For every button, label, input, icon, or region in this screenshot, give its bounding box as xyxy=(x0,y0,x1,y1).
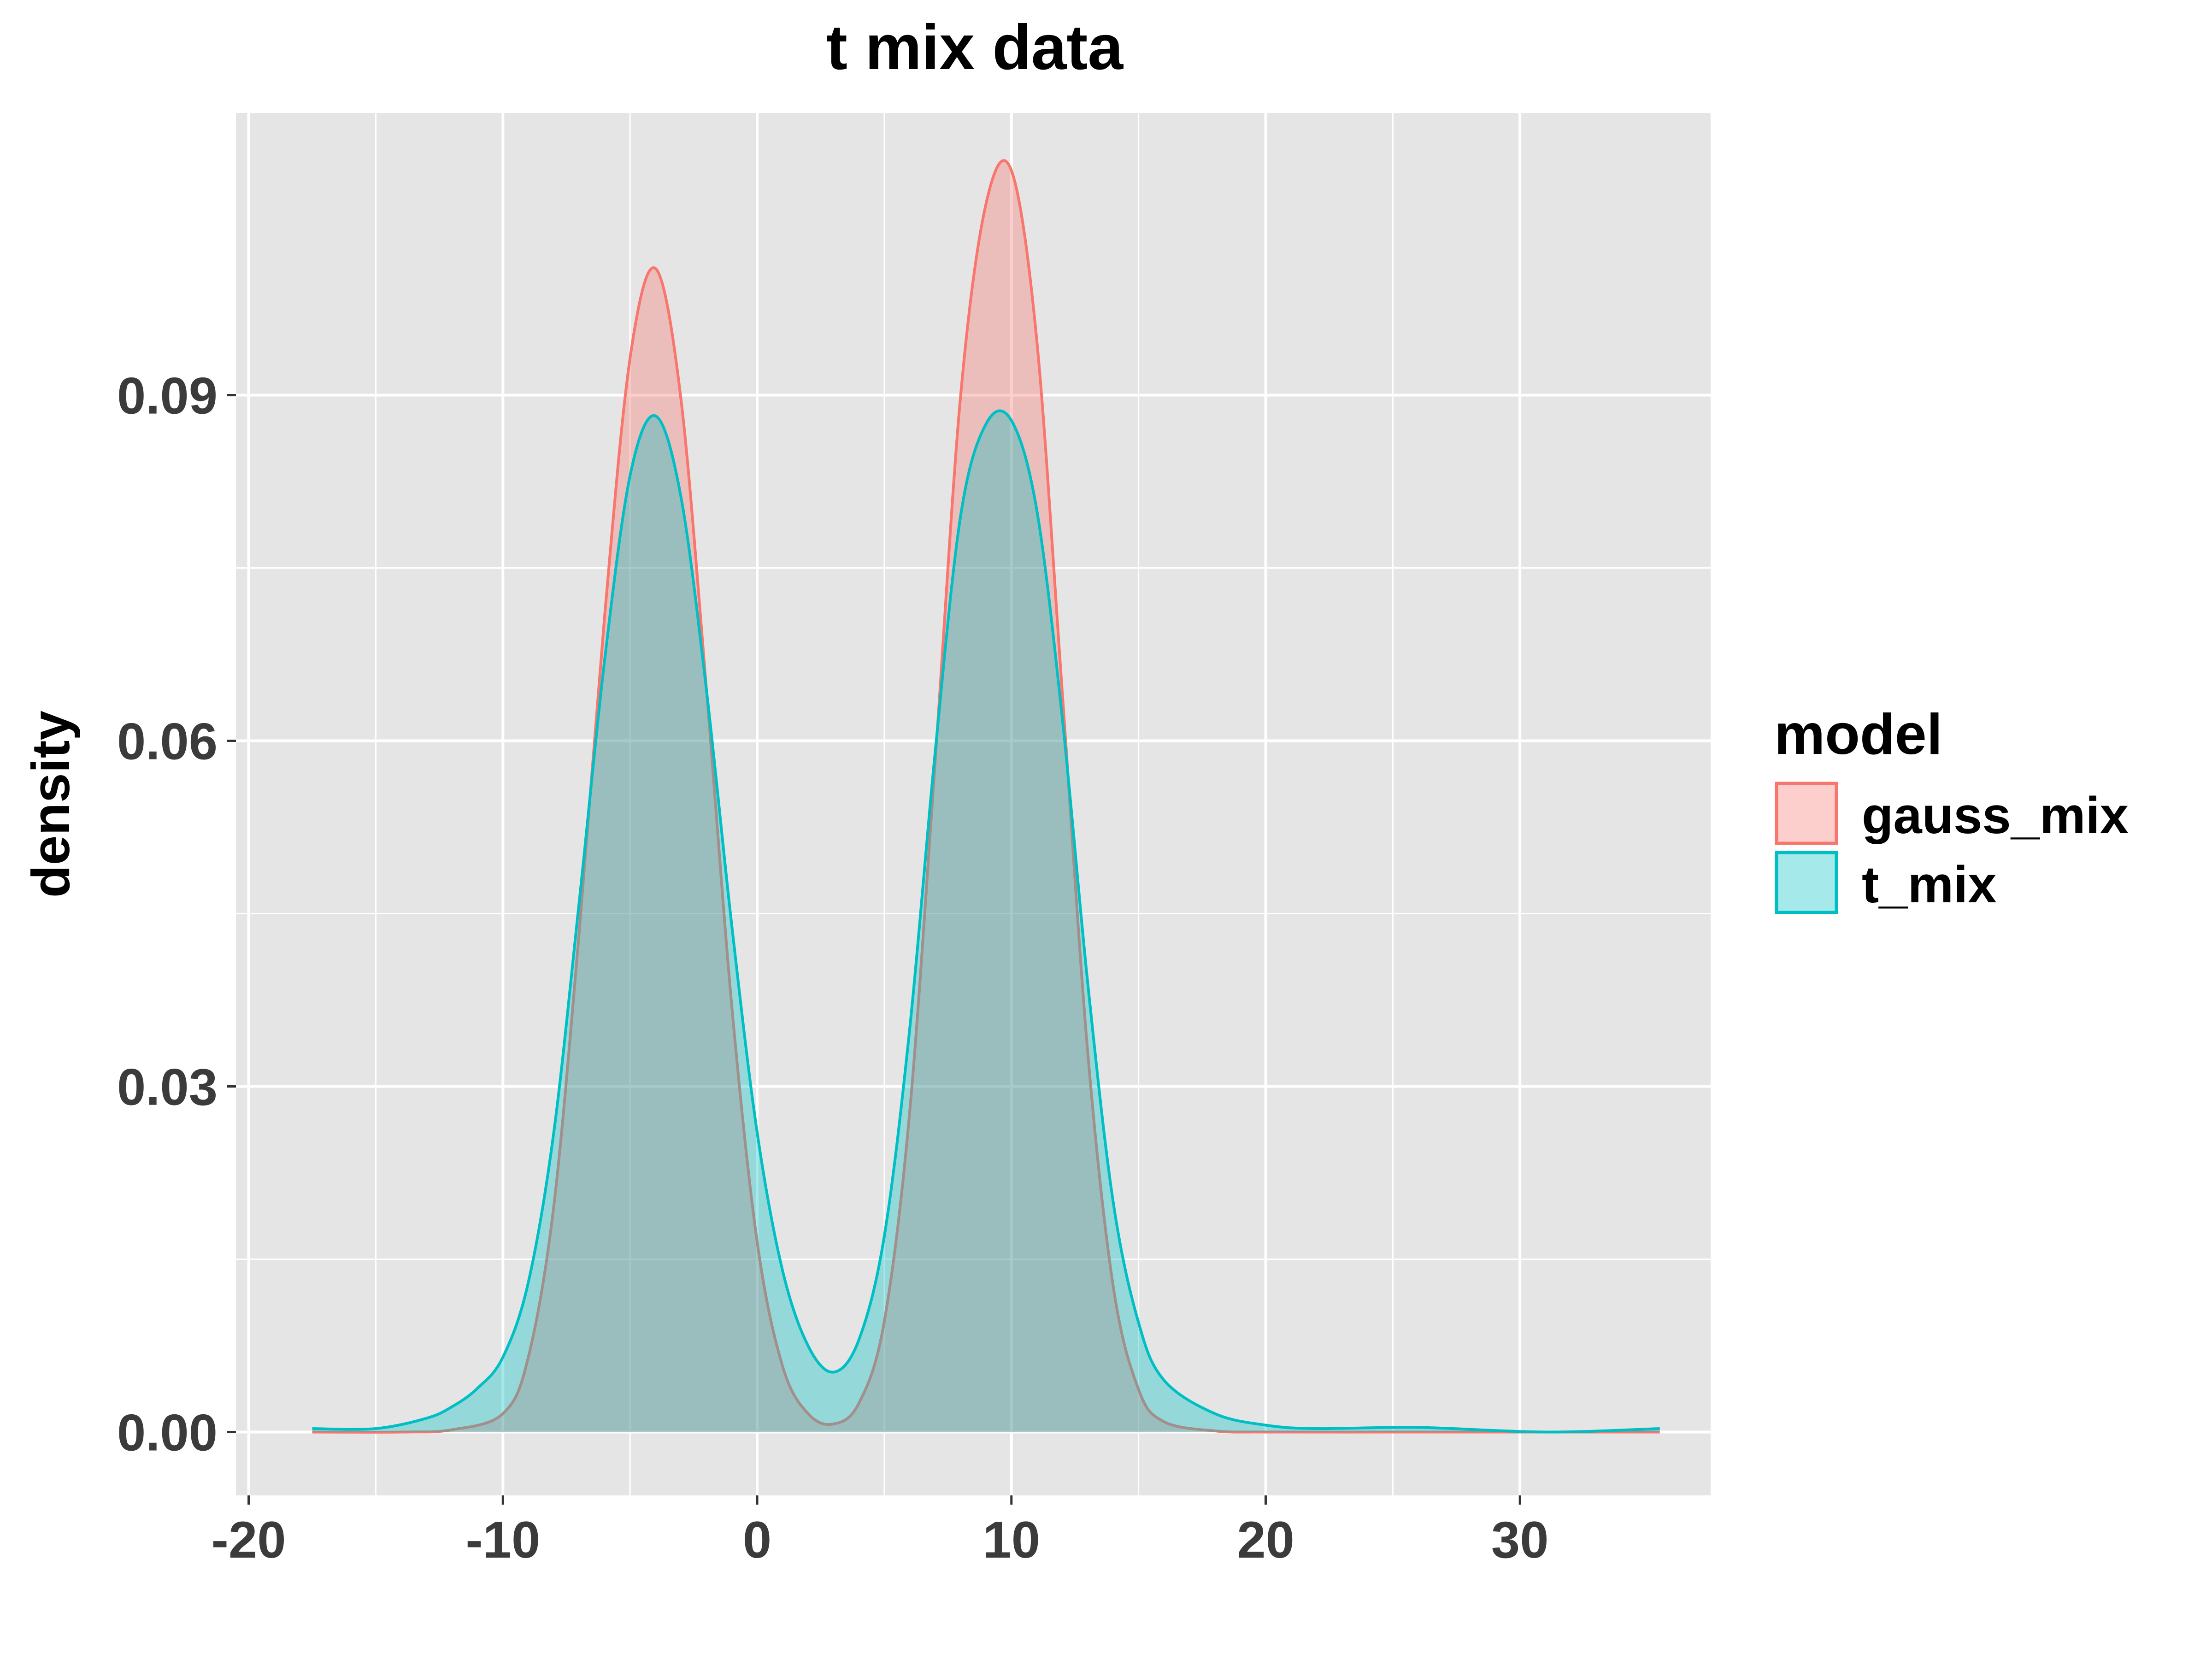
legend-label-gauss_mix: gauss_mix xyxy=(1862,787,2129,844)
y-tick-label: 0.00 xyxy=(117,1404,218,1462)
x-tick-label: 0 xyxy=(743,1511,771,1569)
x-tick-label: -10 xyxy=(465,1511,540,1569)
y-axis: 0.00 0.03 0.06 0.09 xyxy=(117,367,236,1462)
x-tick-label: -20 xyxy=(212,1511,286,1569)
x-tick-label: 10 xyxy=(982,1511,1040,1569)
chart-title: t mix data xyxy=(826,12,1124,83)
y-tick-label: 0.03 xyxy=(117,1059,218,1116)
x-axis: -20 -10 0 10 20 30 xyxy=(212,1495,1549,1569)
plot-panel xyxy=(236,113,1711,1495)
density-series xyxy=(312,159,1660,1434)
minor-gridlines xyxy=(236,113,1711,1495)
t_mix-line xyxy=(312,409,1660,1434)
x-tick-label: 30 xyxy=(1491,1511,1549,1569)
legend-title: model xyxy=(1774,703,1942,766)
y-tick-label: 0.09 xyxy=(117,367,218,425)
legend-key-t_mix xyxy=(1775,851,1838,914)
gauss_mix-area xyxy=(312,160,1660,1432)
legend: model gauss_mix t_mix xyxy=(1774,703,2129,914)
y-axis-title: density xyxy=(21,711,81,898)
major-gridlines xyxy=(236,113,1711,1495)
x-tick-label: 20 xyxy=(1237,1511,1294,1569)
y-tick-label: 0.06 xyxy=(117,713,218,771)
legend-label-t_mix: t_mix xyxy=(1862,856,1997,913)
legend-key-gauss_mix xyxy=(1775,782,1838,845)
t_mix-area xyxy=(312,411,1660,1432)
series-t_mix xyxy=(312,409,1660,1434)
